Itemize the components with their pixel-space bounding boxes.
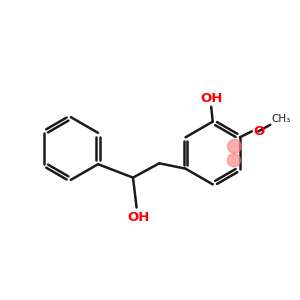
Text: CH₃: CH₃ <box>272 114 291 124</box>
Text: OH: OH <box>127 211 149 224</box>
Text: O: O <box>253 125 264 138</box>
Circle shape <box>228 140 242 153</box>
Circle shape <box>227 154 241 167</box>
Text: OH: OH <box>200 92 222 105</box>
